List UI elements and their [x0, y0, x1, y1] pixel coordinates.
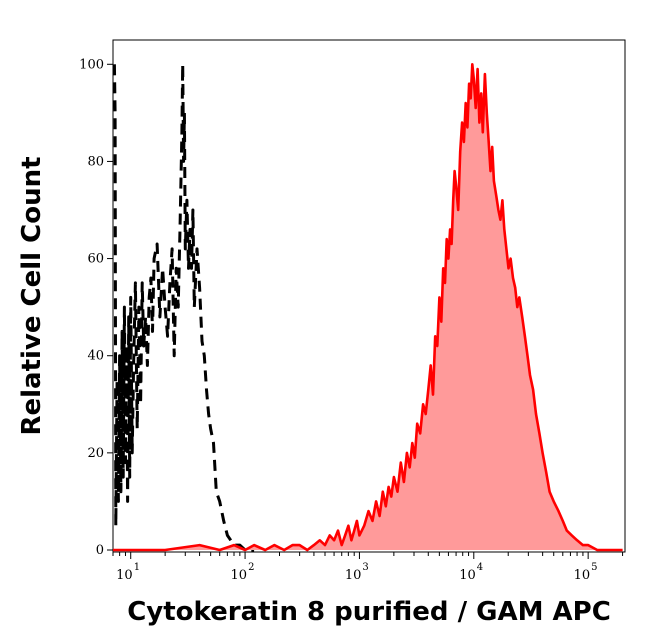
plot-frame: [112, 39, 626, 553]
y-tick-label: 60: [87, 252, 104, 267]
x-tick-exponent: 3: [362, 562, 368, 573]
series-layer: [112, 62, 623, 552]
x-tick-label: 10: [116, 568, 133, 583]
x-tick-label: 10: [574, 568, 591, 583]
y-tick-label: 100: [79, 57, 104, 72]
x-tick-label: 10: [345, 568, 362, 583]
x-tick-label: 10: [459, 568, 476, 583]
x-tick-label: 10: [231, 568, 248, 583]
y-axis-title: Relative Cell Count: [17, 156, 47, 435]
x-tick-exponent: 2: [248, 562, 254, 573]
x-tick-exponent: 4: [477, 562, 483, 573]
x-tick-exponent: 1: [134, 562, 140, 573]
y-tick-label: 0: [96, 543, 104, 558]
x-axis-title: Cytokeratin 8 purified / GAM APC: [127, 597, 611, 627]
y-tick-label: 20: [87, 446, 104, 461]
x-tick-exponent: 5: [591, 562, 597, 573]
series-line-0: [112, 62, 255, 552]
series-line-1: [113, 63, 623, 552]
series-fill-1: [113, 64, 623, 551]
y-axis: 0 20 40 60 80 100: [79, 57, 113, 558]
y-tick-label: 40: [87, 349, 104, 364]
y-tick-label: 80: [87, 154, 104, 169]
